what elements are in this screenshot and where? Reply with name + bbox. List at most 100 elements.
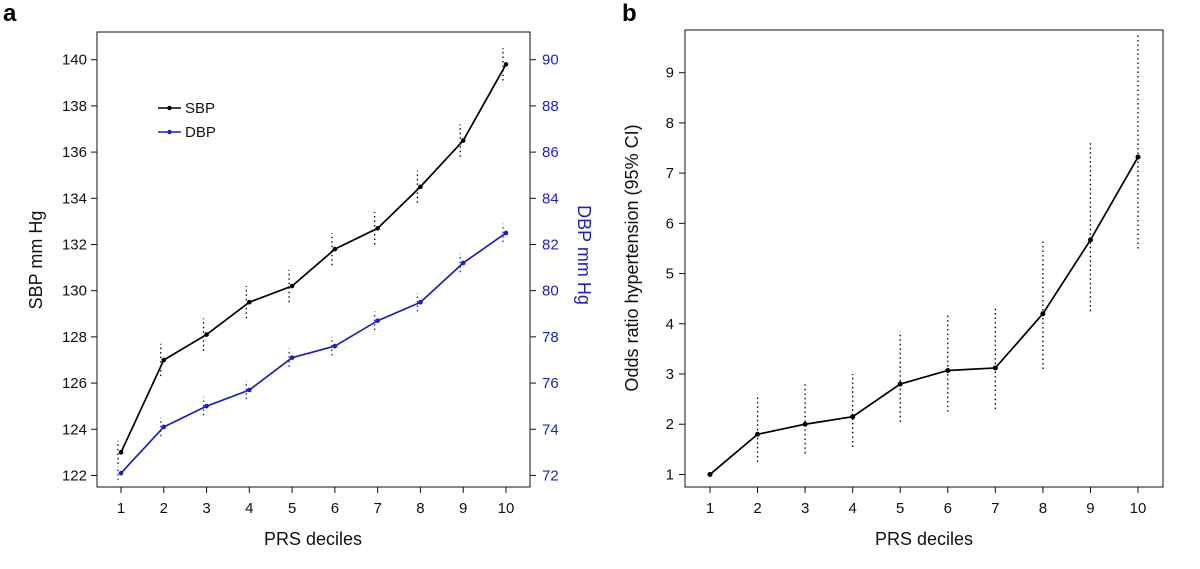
x-tick-label: 1 xyxy=(117,500,125,517)
x-tick-label: 8 xyxy=(1039,500,1047,517)
panel-a-confidence-intervals xyxy=(117,48,504,481)
dbp-point xyxy=(289,355,295,360)
right-y-tick-label: 86 xyxy=(542,144,559,161)
left-y-tick-label: 134 xyxy=(62,190,87,207)
odds-ratio-line xyxy=(709,156,1139,476)
x-tick-label: 2 xyxy=(160,500,168,517)
x-tick-label: 3 xyxy=(801,500,809,517)
y-tick-label: 2 xyxy=(666,416,674,433)
left-y-tick-label: 124 xyxy=(62,421,87,438)
sbp-point xyxy=(204,332,209,337)
dbp-point xyxy=(332,343,338,349)
sbp-point xyxy=(332,246,338,252)
dbp-point xyxy=(418,299,423,305)
left-y-tick-label: 126 xyxy=(62,375,87,392)
sbp-point xyxy=(118,450,124,455)
panel-a-letter: a xyxy=(3,0,17,27)
panel-a-x-axis-title: PRS deciles xyxy=(264,529,362,549)
odds-ratio-point xyxy=(992,365,998,371)
dbp-point xyxy=(503,230,509,236)
panel-a-right-axis: 72 74 76 78 80 82 84 86 88 90 xyxy=(530,52,559,484)
left-y-tick-label: 140 xyxy=(62,52,87,69)
x-tick-label: 1 xyxy=(706,500,714,517)
y-tick-label: 9 xyxy=(666,65,674,82)
panel-b-x-axis-title: PRS deciles xyxy=(875,529,973,549)
panel-a-y-axis-title: SBP mm Hg xyxy=(26,211,46,310)
x-tick-label: 6 xyxy=(331,500,339,517)
left-y-tick-label: 130 xyxy=(62,283,87,300)
right-y-tick-label: 74 xyxy=(542,421,559,438)
y-tick-label: 7 xyxy=(666,165,674,182)
panel-a-plot-frame xyxy=(96,31,531,488)
x-tick-label: 4 xyxy=(848,500,856,517)
x-tick-label: 8 xyxy=(416,500,424,517)
x-tick-label: 7 xyxy=(373,500,381,517)
x-tick-label: 6 xyxy=(944,500,952,517)
x-tick-label: 3 xyxy=(202,500,210,517)
sbp-point xyxy=(503,62,509,67)
panel-b-letter: b xyxy=(622,0,637,27)
right-y-tick-label: 88 xyxy=(542,98,559,115)
right-y-tick-label: 80 xyxy=(542,283,559,300)
x-tick-label: 7 xyxy=(991,500,999,517)
dbp-point xyxy=(375,318,380,324)
sbp-point xyxy=(289,283,295,289)
odds-ratio-point xyxy=(802,421,808,427)
panel-a-series xyxy=(118,62,509,476)
x-tick-label: 2 xyxy=(753,500,761,517)
right-y-tick-label: 76 xyxy=(542,375,559,392)
dbp-point xyxy=(118,470,124,476)
odds-ratio-point xyxy=(897,381,903,387)
panel-b-series xyxy=(707,154,1141,477)
panel-a-legend: SBP DBP xyxy=(158,100,216,141)
odds-ratio-point xyxy=(1135,154,1141,160)
left-y-tick-label: 138 xyxy=(62,98,87,115)
legend-sbp-marker xyxy=(167,105,172,111)
x-tick-label: 9 xyxy=(1086,500,1094,517)
panel-b-plot-frame xyxy=(684,29,1164,488)
left-y-tick-label: 136 xyxy=(62,144,87,161)
legend-dbp-label: DBP xyxy=(185,124,216,141)
y-tick-label: 6 xyxy=(666,215,674,232)
sbp-point xyxy=(460,138,466,143)
dbp-point xyxy=(204,403,209,409)
dbp-point xyxy=(161,424,167,430)
sbp-point xyxy=(161,357,167,363)
legend-sbp-label: SBP xyxy=(185,100,215,117)
odds-ratio-point xyxy=(1087,237,1093,243)
odds-ratio-point xyxy=(850,414,856,420)
left-y-tick-label: 122 xyxy=(62,467,87,484)
odds-ratio-point xyxy=(755,431,761,437)
odds-ratio-point xyxy=(707,471,713,477)
right-y-tick-label: 72 xyxy=(542,467,559,484)
x-tick-label: 5 xyxy=(288,500,296,517)
x-tick-label: 9 xyxy=(459,500,467,517)
sbp-line xyxy=(120,63,507,453)
panel-a-y2-axis-title: DBP mm Hg xyxy=(574,205,594,305)
panel-a-x-axis: 1 2 3 4 5 6 7 8 9 10 xyxy=(117,487,515,517)
right-y-tick-label: 84 xyxy=(542,190,559,207)
panel-b-x-axis: 1 2 3 4 5 6 7 8 9 10 xyxy=(706,487,1146,517)
y-tick-label: 8 xyxy=(666,115,674,132)
x-tick-label: 5 xyxy=(896,500,904,517)
panel-b-y-axis: 1 2 3 4 5 6 7 8 9 xyxy=(666,65,685,483)
x-tick-label: 10 xyxy=(498,500,515,517)
x-tick-label: 4 xyxy=(245,500,253,517)
left-y-tick-label: 128 xyxy=(62,329,87,346)
panel-a-left-axis: 122 124 126 128 130 132 134 136 138 140 xyxy=(62,52,97,484)
y-tick-label: 4 xyxy=(666,316,674,333)
right-y-tick-label: 78 xyxy=(542,329,559,346)
sbp-point xyxy=(418,184,423,190)
sbp-point xyxy=(247,299,252,305)
panel-b-confidence-intervals xyxy=(756,35,1139,462)
right-y-tick-label: 90 xyxy=(542,52,559,69)
panel-b: b 1 2 3 4 5 6 7 8 9 1 2 3 4 5 6 7 8 9 10 PRS deciles Odds… xyxy=(622,0,1164,549)
dbp-point xyxy=(460,260,466,266)
dbp-line xyxy=(120,232,507,474)
odds-ratio-point xyxy=(945,367,951,373)
right-y-tick-label: 82 xyxy=(542,236,559,253)
y-tick-label: 3 xyxy=(666,366,674,383)
panel-b-y-axis-title: Odds ratio hypertension (95% CI) xyxy=(622,124,642,391)
